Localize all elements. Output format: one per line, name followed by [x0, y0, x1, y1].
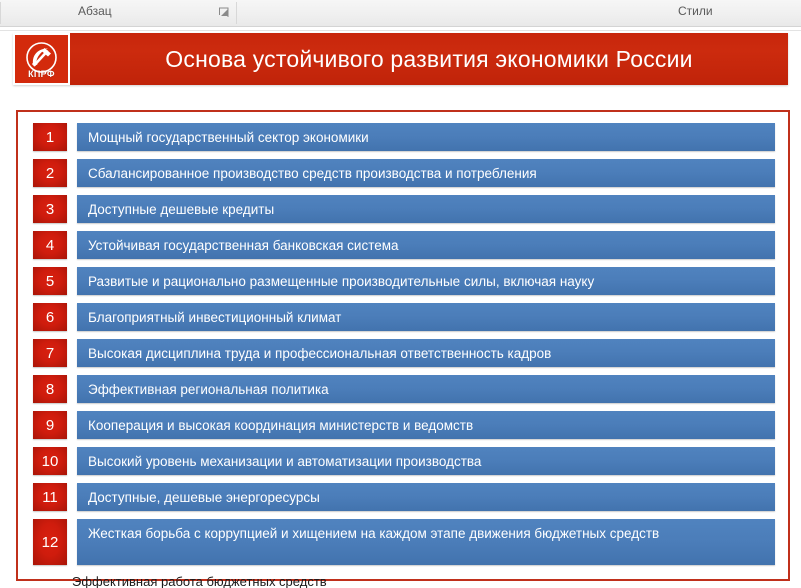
- content-frame: 1 Мощный государственный сектор экономик…: [16, 110, 790, 581]
- list-item[interactable]: 9 Кооперация и высокая координация минис…: [33, 411, 775, 439]
- list-item-text: Доступные дешевые кредиты: [88, 201, 275, 217]
- list-item-text: Эффективная региональная политика: [88, 381, 329, 397]
- list-item-number: 7: [33, 339, 67, 367]
- list-item-bar[interactable]: Высокая дисциплина труда и профессиональ…: [77, 339, 775, 367]
- kprf-logo-text: КПРФ: [28, 68, 55, 79]
- ribbon-strip: Абзац Стили: [0, 0, 801, 27]
- list-item-number: 10: [33, 447, 67, 475]
- list-item[interactable]: 1 Мощный государственный сектор экономик…: [33, 123, 775, 151]
- ribbon-separator-left: [0, 2, 1, 24]
- list-item[interactable]: 2 Сбалансированное производство средств …: [33, 159, 775, 187]
- numbered-list: 1 Мощный государственный сектор экономик…: [33, 123, 775, 573]
- list-item-number: 9: [33, 411, 67, 439]
- list-item-bar[interactable]: Сбалансированное производство средств пр…: [77, 159, 775, 187]
- footer-partial-text: Эффективная работа бюджетных средств: [72, 574, 327, 588]
- list-item-bar[interactable]: Развитые и рационально размещенные произ…: [77, 267, 775, 295]
- list-item-bar[interactable]: Благоприятный инвестиционный климат: [77, 303, 775, 331]
- hammer-and-sickle-icon: [25, 41, 58, 74]
- list-item-text: Доступные, дешевые энергоресурсы: [88, 489, 320, 505]
- list-item-number: 5: [33, 267, 67, 295]
- list-item-text: Высокий уровень механизации и автоматиза…: [88, 453, 482, 469]
- list-item[interactable]: 4 Устойчивая государственная банковская …: [33, 231, 775, 259]
- list-item-bar[interactable]: Жесткая борьба с коррупцией и хищением н…: [77, 519, 775, 565]
- list-item-number: 1: [33, 123, 67, 151]
- list-item-text: Благоприятный инвестиционный климат: [88, 309, 342, 325]
- list-item-text: Мощный государственный сектор экономики: [88, 129, 369, 145]
- ribbon-divider: [0, 27, 801, 31]
- list-item-number: 8: [33, 375, 67, 403]
- list-item[interactable]: 12 Жесткая борьба с коррупцией и хищение…: [33, 519, 775, 565]
- list-item[interactable]: 8 Эффективная региональная политика: [33, 375, 775, 403]
- list-item-number: 11: [33, 483, 67, 511]
- list-item[interactable]: 6 Благоприятный инвестиционный климат: [33, 303, 775, 331]
- ribbon-group-label-paragraph: Абзац: [78, 4, 112, 18]
- list-item-text: Кооперация и высокая координация министе…: [88, 417, 474, 433]
- paragraph-dialog-launcher-icon[interactable]: [218, 7, 229, 18]
- list-item-number: 2: [33, 159, 67, 187]
- list-item-bar[interactable]: Доступные, дешевые энергоресурсы: [77, 483, 775, 511]
- list-item[interactable]: 10 Высокий уровень механизации и автомат…: [33, 447, 775, 475]
- list-item-bar[interactable]: Высокий уровень механизации и автоматиза…: [77, 447, 775, 475]
- list-item-bar[interactable]: Мощный государственный сектор экономики: [77, 123, 775, 151]
- ribbon-separator-middle: [236, 2, 237, 24]
- list-item[interactable]: 11 Доступные, дешевые энергоресурсы: [33, 483, 775, 511]
- list-item[interactable]: 5 Развитые и рационально размещенные про…: [33, 267, 775, 295]
- slide-canvas: КПРФ Основа устойчивого развития экономи…: [0, 31, 801, 588]
- list-item-bar[interactable]: Устойчивая государственная банковская си…: [77, 231, 775, 259]
- list-item-bar[interactable]: Эффективная региональная политика: [77, 375, 775, 403]
- list-item-number: 4: [33, 231, 67, 259]
- list-item-bar[interactable]: Доступные дешевые кредиты: [77, 195, 775, 223]
- list-item-bar[interactable]: Кооперация и высокая координация министе…: [77, 411, 775, 439]
- list-item[interactable]: 7 Высокая дисциплина труда и профессиона…: [33, 339, 775, 367]
- list-item-text: Развитые и рационально размещенные произ…: [88, 273, 595, 289]
- slide-title: Основа устойчивого развития экономики Ро…: [165, 45, 693, 72]
- list-item-text: Устойчивая государственная банковская си…: [88, 237, 399, 253]
- list-item[interactable]: 3 Доступные дешевые кредиты: [33, 195, 775, 223]
- list-item-number: 3: [33, 195, 67, 223]
- list-item-text: Высокая дисциплина труда и профессиональ…: [88, 345, 552, 361]
- slide-title-banner: КПРФ Основа устойчивого развития экономи…: [13, 33, 788, 85]
- ribbon-group-label-styles: Стили: [678, 4, 713, 18]
- list-item-text: Жесткая борьба с коррупцией и хищением н…: [88, 526, 660, 541]
- list-item-number: 6: [33, 303, 67, 331]
- kprf-logo: КПРФ: [13, 33, 70, 85]
- list-item-number: 12: [33, 519, 67, 565]
- list-item-text: Сбалансированное производство средств пр…: [88, 165, 537, 181]
